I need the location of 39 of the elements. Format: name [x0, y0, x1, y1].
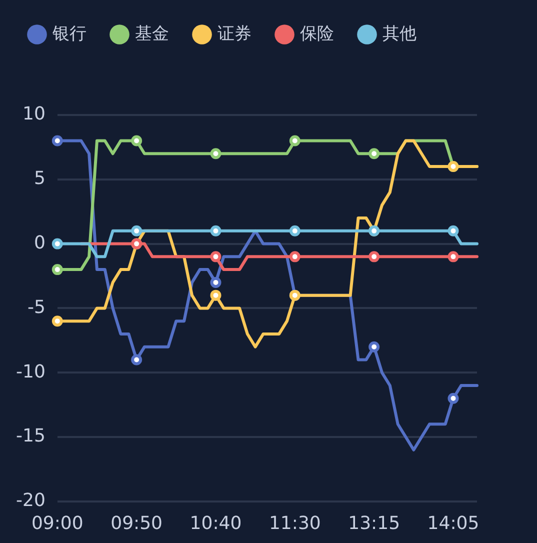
x-tick-label: 10:40: [190, 512, 242, 534]
y-tick-label: 5: [34, 168, 46, 190]
y-tick-label: -15: [16, 426, 46, 447]
point: [52, 264, 63, 276]
legend-label: 保险: [300, 24, 334, 44]
x-tick-label: 13:15: [348, 512, 400, 534]
point: [448, 392, 459, 404]
x-tick-label: 11:30: [268, 512, 321, 534]
y-tick-label: -5: [27, 296, 46, 318]
point: [210, 148, 222, 160]
point: [210, 276, 222, 288]
legend-label: 基金: [135, 24, 169, 44]
point: [368, 251, 380, 262]
point: [52, 135, 63, 146]
y-tick-label: 0: [34, 232, 46, 254]
point: [448, 251, 459, 262]
y-tick-label: -10: [16, 361, 46, 382]
point: [289, 225, 300, 236]
point: [131, 354, 142, 366]
x-tick-label: 09:50: [110, 512, 163, 534]
legend-label: 银行: [52, 24, 86, 44]
y-tick-label: -20: [16, 490, 46, 512]
point: [210, 290, 222, 301]
x-tick-label: 09:00: [31, 512, 84, 534]
point: [131, 135, 142, 146]
y-tick-label: 10: [22, 104, 46, 125]
point: [289, 251, 300, 262]
point: [131, 225, 142, 236]
legend-label: 其他: [382, 24, 416, 44]
point: [448, 225, 459, 236]
point: [52, 316, 63, 327]
point: [368, 341, 380, 352]
point: [52, 238, 63, 250]
point: [210, 251, 222, 262]
point: [210, 225, 222, 236]
legend-label: 证券: [218, 24, 252, 44]
x-tick-label: 14:05: [427, 512, 480, 534]
point: [289, 135, 300, 146]
point: [368, 148, 380, 160]
